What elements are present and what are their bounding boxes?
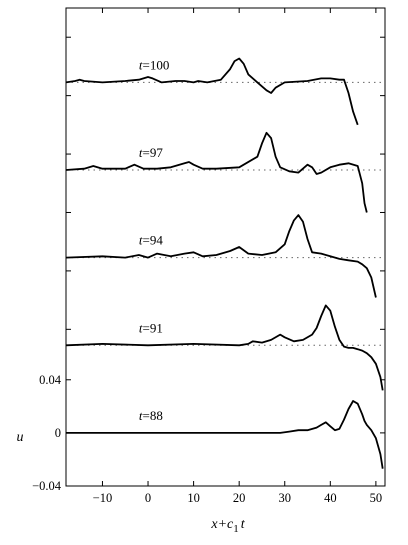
x-axis-ticks: −10 0 10 20 30 40 50 bbox=[93, 8, 382, 505]
x-tick-label: 50 bbox=[370, 491, 383, 505]
series-label: t=97 bbox=[139, 145, 163, 160]
x-tick-label: 40 bbox=[324, 491, 337, 505]
x-tick-label: 30 bbox=[278, 491, 291, 505]
y-tick-label: −0.04 bbox=[32, 479, 62, 493]
series-lines bbox=[65, 57, 384, 469]
series-label: t=100 bbox=[139, 57, 169, 72]
series-label: t=91 bbox=[139, 320, 163, 335]
y-tick-label: 0 bbox=[55, 426, 61, 440]
x-tick-label: 10 bbox=[187, 491, 200, 505]
baselines bbox=[66, 81, 385, 346]
series-labels: t=88 t=91 t=94 t=97 t=100 bbox=[139, 57, 169, 423]
x-tick-label: 20 bbox=[233, 491, 246, 505]
x-axis-label: x+c1 t bbox=[210, 517, 245, 535]
y-axis-label: u bbox=[17, 430, 24, 445]
series-label: t=94 bbox=[139, 233, 163, 248]
x-tick-label: 0 bbox=[145, 491, 151, 505]
x-tick-label: −10 bbox=[93, 491, 113, 505]
plot-frame bbox=[65, 7, 386, 487]
series-line bbox=[65, 214, 377, 298]
series-line bbox=[65, 57, 359, 126]
series-label: t=88 bbox=[139, 408, 163, 423]
series-line bbox=[65, 131, 368, 213]
y-axis-ticks: −0.04 0 0.04 bbox=[32, 36, 385, 493]
y-tick-label: 0.04 bbox=[39, 373, 62, 387]
series-line bbox=[65, 304, 384, 391]
series-line bbox=[66, 400, 384, 469]
